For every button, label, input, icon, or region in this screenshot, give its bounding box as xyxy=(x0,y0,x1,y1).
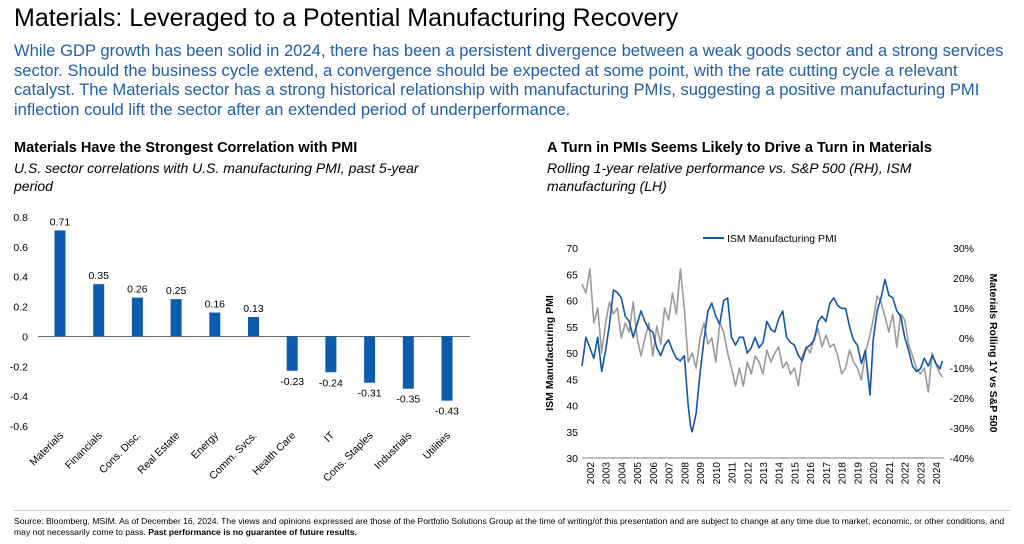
bar-data-label: 0.16 xyxy=(205,299,226,311)
x-tick-label: 2021 xyxy=(885,462,896,485)
bar-health-care xyxy=(286,336,298,371)
page-title: Materials: Leveraged to a Potential Manu… xyxy=(14,4,679,32)
bar-data-label: -0.31 xyxy=(358,388,382,400)
right-y-tick-label: -40% xyxy=(949,453,974,465)
left-axis-title: ISM Manufacturing PMI xyxy=(544,295,556,411)
y-tick-label: -0.6 xyxy=(10,421,28,433)
footer-source-note: Source: Bloomberg, MSIM. As of December … xyxy=(14,516,1014,538)
x-tick-label: 2004 xyxy=(617,462,628,485)
left-y-tick-label: 65 xyxy=(566,269,578,281)
right-y-tick-label: -30% xyxy=(949,423,974,435)
right-y-tick-label: -20% xyxy=(949,393,974,405)
bar-real-estate xyxy=(170,299,182,337)
left-y-tick-label: 30 xyxy=(566,453,578,465)
y-tick-label: 0.4 xyxy=(13,272,28,284)
bar-industrials xyxy=(402,336,414,389)
left-y-tick-label: 50 xyxy=(566,348,578,360)
x-tick-label: 2023 xyxy=(916,462,927,485)
bar-data-label: 0.26 xyxy=(127,284,148,296)
right-y-tick-label: 20% xyxy=(953,273,974,285)
right-y-tick-label: 0% xyxy=(959,333,974,345)
right-chart-title: A Turn in PMIs Seems Likely to Drive a T… xyxy=(547,140,932,156)
legend-label-pmi: ISM Manufacturing PMI xyxy=(727,233,837,245)
footer-text: Source: Bloomberg, MSIM. As of December … xyxy=(14,516,1005,537)
y-tick-label: 0.8 xyxy=(13,212,28,224)
materials-relative-performance-line xyxy=(581,268,944,393)
x-tick-label: 2013 xyxy=(759,462,770,485)
ism-pmi-line xyxy=(581,278,944,433)
y-tick-label: 0.6 xyxy=(13,242,28,254)
bar-data-label: -0.35 xyxy=(396,394,420,406)
bar-data-label: 0.35 xyxy=(88,270,109,282)
left-chart-title: Materials Have the Strongest Correlation… xyxy=(14,140,358,156)
x-tick-label: 2015 xyxy=(790,462,801,485)
bar-energy xyxy=(209,312,221,337)
x-tick-label: 2020 xyxy=(869,462,880,485)
bar-data-label: -0.23 xyxy=(280,376,304,388)
x-tick-label: 2022 xyxy=(901,462,912,485)
x-tick-label: 2003 xyxy=(602,462,613,485)
x-tick-label: 2008 xyxy=(680,462,691,485)
intro-paragraph: While GDP growth has been solid in 2024,… xyxy=(14,41,1004,119)
left-y-tick-label: 40 xyxy=(566,401,578,413)
x-tick-label: 2002 xyxy=(586,462,597,485)
x-tick-label: 2016 xyxy=(806,462,817,485)
footer-disclaimer: Past performance is no guarantee of futu… xyxy=(148,527,357,537)
x-tick-label: 2012 xyxy=(743,462,754,485)
bar-data-label: 0.13 xyxy=(243,303,264,315)
left-y-tick-label: 45 xyxy=(566,374,578,386)
x-tick-label: 2011 xyxy=(728,462,739,484)
footer-divider xyxy=(14,510,1010,511)
x-tick-label: 2018 xyxy=(838,462,849,485)
x-tick-label: 2014 xyxy=(775,462,786,485)
bar-financials xyxy=(93,284,105,337)
bar-data-label: -0.24 xyxy=(319,377,343,389)
x-tick-label: 2005 xyxy=(633,462,644,485)
x-tick-label: 2019 xyxy=(853,462,864,485)
bar-data-label: 0.25 xyxy=(166,285,187,297)
bar-data-label: -0.43 xyxy=(435,406,459,418)
left-y-tick-label: 70 xyxy=(566,243,578,255)
left-y-tick-label: 55 xyxy=(566,322,578,334)
bar-data-label: 0.71 xyxy=(50,216,71,228)
x-tick-label: 2006 xyxy=(649,462,660,485)
bar-utilities xyxy=(441,336,453,401)
y-tick-label: -0.4 xyxy=(10,391,28,403)
bar-it xyxy=(325,336,337,373)
x-tick-label: 2007 xyxy=(665,462,676,485)
bar-cons-disc- xyxy=(131,297,143,337)
y-tick-label: 0.2 xyxy=(13,302,28,314)
right-axis-title: Materials Rolling 1Y vs S&P 500 xyxy=(987,274,999,433)
left-chart-subtitle: U.S. sector correlations with U.S. manuf… xyxy=(14,160,419,194)
right-y-tick-label: -10% xyxy=(949,363,974,375)
left-y-tick-label: 35 xyxy=(566,427,578,439)
right-y-tick-label: 10% xyxy=(953,303,974,315)
y-tick-label: 0 xyxy=(22,331,28,343)
right-chart-subtitle: Rolling 1-year relative performance vs. … xyxy=(547,160,912,194)
bar-materials xyxy=(54,230,66,337)
bar-comm-svcs- xyxy=(248,317,259,337)
x-tick-label: 2009 xyxy=(696,462,707,485)
x-tick-label: 2024 xyxy=(932,462,943,485)
left-y-tick-label: 60 xyxy=(566,296,578,308)
bar-cons-staples xyxy=(364,336,376,383)
y-tick-label: -0.2 xyxy=(10,361,28,373)
right-y-tick-label: 30% xyxy=(953,243,974,255)
x-tick-label: 2010 xyxy=(712,462,723,485)
x-tick-label: 2017 xyxy=(822,462,833,485)
